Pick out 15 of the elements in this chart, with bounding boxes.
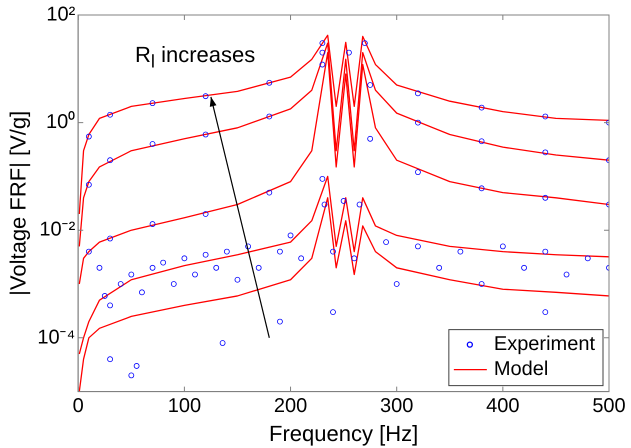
y-tick-label: 10⁻² [39,218,76,241]
x-tick-label: 200 [274,395,308,418]
x-tick-label: 300 [380,395,414,418]
legend-label: Experiment [494,333,596,356]
x-tick-label: 100 [168,395,202,418]
x-axis-title: Frequency [Hz] [269,420,418,446]
y-tick-label: 10⁰ [46,110,76,134]
y-tick-label: 10⁻⁴ [37,326,76,348]
y-axis-title: |Voltage FRF| [V/g] [5,110,30,296]
legend-label: Model [494,358,548,380]
x-tick-label: 500 [592,395,626,418]
annotation: R$_{l}$ increases [135,42,256,72]
x-tick-label: 400 [486,395,520,418]
x-tick-label: 0 [72,395,84,418]
y-tick-label: 10² [46,4,76,26]
